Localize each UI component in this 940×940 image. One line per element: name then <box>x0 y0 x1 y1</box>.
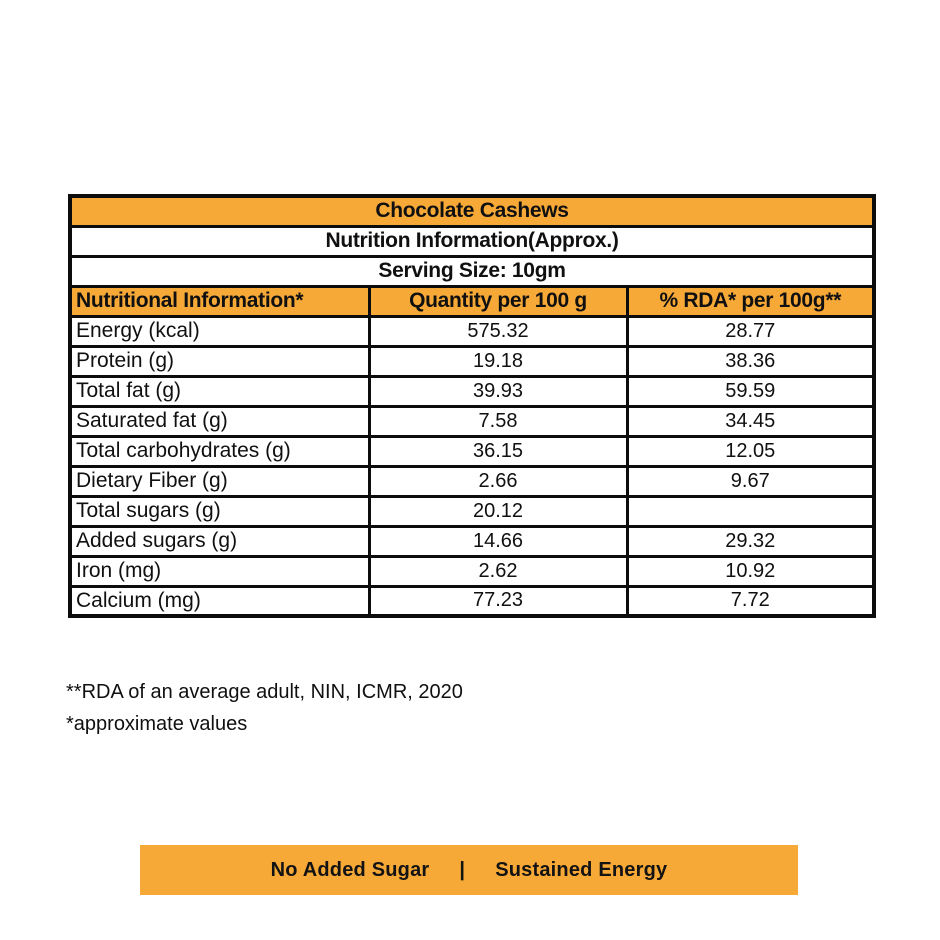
quantity-value: 575.32 <box>367 314 629 348</box>
nutrient-label: Total carbohydrates (g) <box>68 434 371 468</box>
rda-value: 7.72 <box>625 584 876 618</box>
quantity-value: 2.66 <box>367 464 629 498</box>
nutrient-label: Dietary Fiber (g) <box>68 464 371 498</box>
nutrient-label: Calcium (mg) <box>68 584 371 618</box>
quantity-value: 77.23 <box>367 584 629 618</box>
footnotes: **RDA of an average adult, NIN, ICMR, 20… <box>66 676 463 740</box>
rda-value: 34.45 <box>625 404 876 438</box>
quantity-value: 19.18 <box>367 344 629 378</box>
subtitle-row: Nutrition Information(Approx.) <box>68 224 876 258</box>
table-row-calcium: Calcium (mg) 77.23 7.72 <box>68 584 876 618</box>
table-row-iron: Iron (mg) 2.62 10.92 <box>68 554 876 588</box>
nutrient-label: Iron (mg) <box>68 554 371 588</box>
claims-banner: No Added Sugar | Sustained Energy <box>140 845 798 895</box>
table-row-total-sugars: Total sugars (g) 20.12 <box>68 494 876 528</box>
serving-size-row: Serving Size: 10gm <box>68 254 876 288</box>
rda-value: 59.59 <box>625 374 876 408</box>
product-title: Chocolate Cashews <box>68 194 876 228</box>
table-row-protein: Protein (g) 19.18 38.36 <box>68 344 876 378</box>
claim-sustained-energy: Sustained Energy <box>495 858 668 881</box>
nutrition-table: Chocolate Cashews Nutrition Information(… <box>68 194 877 618</box>
rda-value: 29.32 <box>625 524 876 558</box>
nutrient-label: Protein (g) <box>68 344 371 378</box>
nutrient-label: Added sugars (g) <box>68 524 371 558</box>
nutrition-info-heading: Nutrition Information(Approx.) <box>68 224 876 258</box>
rda-value: 28.77 <box>625 314 876 348</box>
claims-separator: | <box>459 858 466 881</box>
rda-value <box>625 494 876 528</box>
approx-values-footnote: *approximate values <box>66 713 248 735</box>
quantity-value: 39.93 <box>367 374 629 408</box>
table-row-total-fat: Total fat (g) 39.93 59.59 <box>68 374 876 408</box>
nutrient-label: Total sugars (g) <box>68 494 371 528</box>
quantity-value: 2.62 <box>367 554 629 588</box>
rda-value: 9.67 <box>625 464 876 498</box>
table-row-dietary-fiber: Dietary Fiber (g) 2.66 9.67 <box>68 464 876 498</box>
rda-value: 38.36 <box>625 344 876 378</box>
quantity-value: 14.66 <box>367 524 629 558</box>
rda-value: 10.92 <box>625 554 876 588</box>
product-title-row: Chocolate Cashews <box>68 194 876 228</box>
nutrient-label: Total fat (g) <box>68 374 371 408</box>
table-row-added-sugars: Added sugars (g) 14.66 29.32 <box>68 524 876 558</box>
rda-value: 12.05 <box>625 434 876 468</box>
column-header-rda: % RDA* per 100g** <box>625 284 876 318</box>
table-row-energy: Energy (kcal) 575.32 28.77 <box>68 314 876 348</box>
quantity-value: 20.12 <box>367 494 629 528</box>
table-row-saturated-fat: Saturated fat (g) 7.58 34.45 <box>68 404 876 438</box>
serving-size: Serving Size: 10gm <box>68 254 876 288</box>
quantity-value: 7.58 <box>367 404 629 438</box>
table-row-total-carbohydrates: Total carbohydrates (g) 36.15 12.05 <box>68 434 876 468</box>
column-header-quantity: Quantity per 100 g <box>367 284 629 318</box>
nutrient-label: Energy (kcal) <box>68 314 371 348</box>
rda-footnote: **RDA of an average adult, NIN, ICMR, 20… <box>66 681 463 703</box>
quantity-value: 36.15 <box>367 434 629 468</box>
column-header-row: Nutritional Information* Quantity per 10… <box>68 284 876 318</box>
claim-no-added-sugar: No Added Sugar <box>270 858 430 881</box>
nutrient-label: Saturated fat (g) <box>68 404 371 438</box>
column-header-nutrient: Nutritional Information* <box>68 284 371 318</box>
